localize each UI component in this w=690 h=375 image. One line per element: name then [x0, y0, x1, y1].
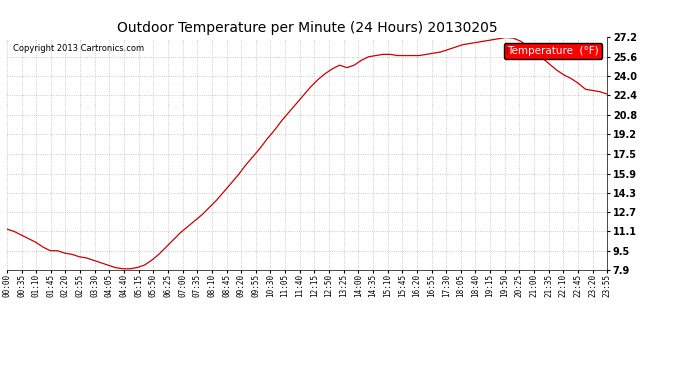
- Legend: Temperature  (°F): Temperature (°F): [504, 43, 602, 59]
- Title: Outdoor Temperature per Minute (24 Hours) 20130205: Outdoor Temperature per Minute (24 Hours…: [117, 21, 497, 35]
- Text: Copyright 2013 Cartronics.com: Copyright 2013 Cartronics.com: [13, 45, 144, 54]
